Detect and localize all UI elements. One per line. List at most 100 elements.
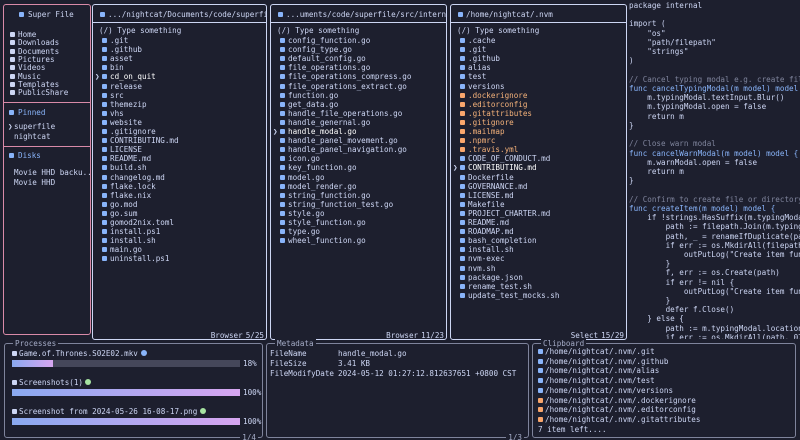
sidebar-item[interactable]: Templates	[18, 79, 60, 89]
file-item[interactable]: file_operations_compress.go	[288, 72, 412, 82]
file-item[interactable]: vhs	[110, 108, 124, 118]
file-item[interactable]: handle_file_operations.go	[288, 108, 403, 118]
file-item[interactable]: icon.go	[288, 154, 321, 164]
file-item[interactable]: CODE_OF_CONDUCT.md	[468, 154, 551, 164]
file-item[interactable]: install.sh	[468, 245, 514, 255]
file-item[interactable]: bash_completion	[468, 236, 537, 246]
file-item[interactable]: uninstall.ps1	[110, 254, 170, 264]
file-item[interactable]: go.sum	[110, 208, 138, 218]
file-item[interactable]: website	[110, 117, 143, 127]
file-item[interactable]: default_config.go	[288, 54, 366, 64]
search-bar[interactable]: (/) Type something	[457, 26, 540, 35]
file-item[interactable]: install.sh	[110, 236, 156, 246]
sidebar-item[interactable]: Videos	[18, 63, 46, 73]
file-item[interactable]: README.md	[110, 154, 152, 164]
file-item[interactable]: .gitignore	[468, 117, 514, 127]
search-bar[interactable]: (/) Type something	[99, 26, 182, 35]
sidebar-item[interactable]: Music	[18, 71, 41, 81]
file-item[interactable]: .gitignore	[110, 127, 156, 136]
file-item[interactable]: .cache	[468, 36, 496, 45]
file-item[interactable]: .editorconfig	[468, 99, 528, 109]
file-item[interactable]: model_render.go	[288, 181, 357, 191]
file-item[interactable]: handle_modal.go	[288, 127, 357, 136]
file-item[interactable]: alias	[468, 63, 491, 73]
file-icon	[280, 156, 285, 162]
file-item[interactable]: .npmrc	[468, 136, 496, 146]
file-item[interactable]: key_function.go	[288, 163, 357, 173]
file-item[interactable]: CONTRIBUTING.md	[468, 163, 537, 173]
file-item[interactable]: .mailmap	[468, 127, 505, 136]
file-item[interactable]: string_function_test.go	[288, 199, 394, 209]
file-item[interactable]: type.go	[288, 227, 321, 237]
sidebar-item[interactable]: Downloads	[18, 38, 60, 48]
file-item[interactable]: README.md	[468, 218, 510, 227]
file-item[interactable]: nvm.sh	[468, 263, 496, 273]
panel-footer: 1/4	[240, 433, 258, 440]
file-item[interactable]: install.ps1	[110, 227, 161, 237]
file-item[interactable]: go.mod	[110, 199, 138, 209]
file-item[interactable]: package.json	[468, 272, 523, 282]
sidebar-item[interactable]: Pictures	[18, 54, 55, 64]
file-item[interactable]: .dockerignore	[468, 90, 528, 100]
file-item[interactable]: src	[110, 90, 124, 100]
file-item[interactable]: main.go	[110, 245, 143, 255]
file-item[interactable]: rename_test.sh	[468, 281, 533, 291]
file-item[interactable]: Dockerfile	[468, 172, 514, 182]
file-item[interactable]: LICENSE.md	[468, 190, 514, 200]
file-item[interactable]: .github	[468, 54, 501, 64]
file-icon	[280, 220, 285, 225]
file-item[interactable]: CONTRIBUTING.md	[110, 136, 179, 146]
file-item[interactable]: asset	[110, 54, 133, 64]
file-item[interactable]: ROADMAP.md	[468, 227, 514, 237]
file-item[interactable]: PROJECT_CHARTER.md	[468, 208, 551, 218]
file-item[interactable]: cd_on_quit	[110, 72, 156, 82]
file-item[interactable]: themezip	[110, 99, 147, 109]
file-item[interactable]: get_data.go	[288, 99, 339, 109]
file-item[interactable]: flake.nix	[110, 190, 152, 200]
sidebar-item[interactable]: PublicShare	[18, 88, 69, 98]
file-item[interactable]: wheel_function.go	[288, 236, 366, 246]
disk-item[interactable]: Movie HHD	[14, 178, 56, 188]
file-item[interactable]: Makefile	[468, 199, 505, 209]
pinned-item[interactable]: nightcat	[14, 132, 51, 142]
file-item[interactable]: test	[468, 72, 487, 82]
file-item[interactable]: model.go	[288, 172, 325, 182]
file-item[interactable]: LICENSE	[110, 145, 143, 155]
file-item[interactable]: style_function.go	[288, 218, 366, 227]
file-item[interactable]: gomod2nix.toml	[110, 218, 175, 227]
file-item[interactable]: flake.lock	[110, 181, 156, 191]
file-item[interactable]: file_operations_extract.go	[288, 81, 407, 91]
file-item[interactable]: .gitattributes	[468, 108, 533, 118]
file-item[interactable]: function.go	[288, 90, 339, 100]
clip-icon	[538, 349, 543, 354]
file-item[interactable]: nvm-exec	[468, 254, 505, 264]
file-item[interactable]: handle_genernal.go	[288, 117, 371, 127]
disk-item[interactable]: Movie HHD backu...	[14, 168, 91, 178]
file-item[interactable]: release	[110, 81, 143, 91]
file-item[interactable]: handle_panel_navigation.go	[288, 145, 407, 155]
file-item[interactable]: handle_panel_movement.go	[288, 136, 398, 146]
sidebar-item[interactable]: Documents	[18, 46, 60, 56]
search-bar[interactable]: (/) Type something	[277, 26, 360, 35]
clip-icon	[538, 368, 543, 374]
file-item[interactable]: .github	[110, 45, 143, 55]
file-item[interactable]: bin	[110, 63, 124, 73]
file-icon	[102, 156, 107, 162]
file-icon	[460, 201, 465, 207]
file-item[interactable]: build.sh	[110, 163, 147, 173]
code-line: outPutLog("Create item functi	[629, 286, 800, 296]
file-item[interactable]: style.go	[288, 208, 325, 218]
sidebar-item[interactable]: Home	[18, 30, 37, 39]
file-item[interactable]: .travis.yml	[468, 145, 519, 155]
file-item[interactable]: GOVERNANCE.md	[468, 181, 528, 191]
pinned-item[interactable]: superfile	[14, 122, 56, 132]
file-item[interactable]: .git	[468, 45, 487, 55]
file-item[interactable]: config_type.go	[288, 45, 353, 55]
file-item[interactable]: .git	[110, 36, 129, 45]
file-item[interactable]: file_operations.go	[288, 63, 371, 73]
file-item[interactable]: config_function.go	[288, 36, 371, 45]
file-item[interactable]: changelog.md	[110, 172, 165, 182]
file-item[interactable]: update_test_mocks.sh	[468, 290, 560, 300]
file-item[interactable]: versions	[468, 81, 505, 91]
file-item[interactable]: string_function.go	[288, 190, 371, 200]
